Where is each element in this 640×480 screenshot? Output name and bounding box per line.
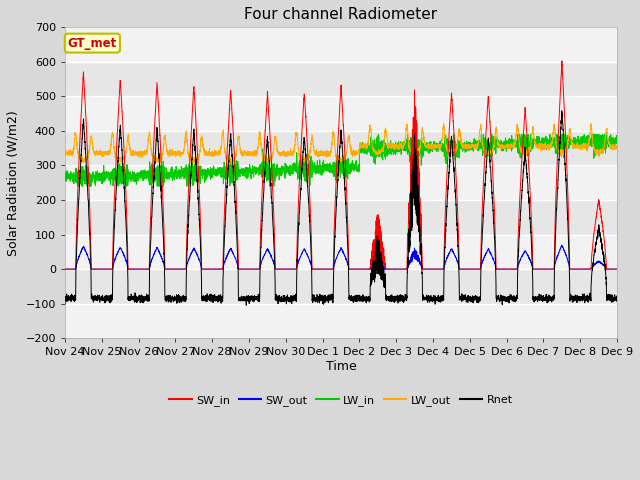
Rnet bbox=[61, 301, 69, 307]
LW_in bbox=[497, 143, 504, 149]
Line: Rnet: Rnet bbox=[65, 111, 617, 305]
SW_out bbox=[61, 266, 69, 272]
LW_out bbox=[61, 150, 69, 156]
Line: SW_in: SW_in bbox=[65, 61, 617, 269]
LW_in bbox=[374, 132, 382, 137]
SW_in bbox=[613, 266, 621, 272]
SW_out bbox=[613, 266, 621, 272]
Rnet bbox=[161, 259, 168, 265]
LW_out bbox=[612, 146, 620, 152]
LW_in bbox=[613, 141, 621, 146]
Line: LW_out: LW_out bbox=[65, 124, 617, 163]
SW_in bbox=[61, 266, 69, 272]
Rnet bbox=[321, 297, 328, 303]
Title: Four channel Radiometer: Four channel Radiometer bbox=[244, 7, 438, 22]
Bar bbox=[65, 27, 617, 62]
SW_out bbox=[321, 266, 328, 272]
Bar bbox=[65, 166, 617, 200]
Bar bbox=[65, 96, 617, 131]
LW_in bbox=[435, 142, 442, 148]
Rnet bbox=[613, 296, 621, 302]
Bar bbox=[65, 235, 617, 269]
LW_in bbox=[465, 145, 473, 151]
SW_in bbox=[161, 236, 168, 242]
SW_out bbox=[612, 266, 620, 272]
Rnet bbox=[435, 292, 442, 298]
SW_in bbox=[496, 266, 504, 272]
LW_out bbox=[117, 160, 125, 166]
Rnet bbox=[496, 296, 504, 302]
X-axis label: Time: Time bbox=[326, 360, 356, 373]
LW_out bbox=[497, 144, 504, 150]
LW_out bbox=[440, 121, 447, 127]
SW_out bbox=[558, 242, 566, 248]
LW_in bbox=[74, 183, 82, 189]
Rnet bbox=[465, 296, 472, 301]
SW_in bbox=[558, 58, 566, 64]
SW_out bbox=[434, 266, 442, 272]
SW_in bbox=[321, 266, 328, 272]
LW_in bbox=[321, 161, 328, 167]
Legend: SW_in, SW_out, LW_in, LW_out, Rnet: SW_in, SW_out, LW_in, LW_out, Rnet bbox=[165, 391, 517, 410]
LW_out bbox=[435, 144, 442, 149]
SW_out bbox=[161, 263, 168, 269]
Bar bbox=[65, 131, 617, 166]
SW_out bbox=[465, 266, 472, 272]
Bar bbox=[65, 269, 617, 304]
Rnet bbox=[612, 298, 620, 304]
LW_in bbox=[161, 175, 168, 180]
Bar bbox=[65, 200, 617, 235]
SW_in bbox=[465, 266, 472, 272]
Line: LW_in: LW_in bbox=[65, 134, 617, 186]
Bar bbox=[65, 304, 617, 338]
Line: SW_out: SW_out bbox=[65, 245, 617, 269]
LW_out bbox=[161, 136, 168, 142]
Y-axis label: Solar Radiation (W/m2): Solar Radiation (W/m2) bbox=[7, 110, 20, 256]
LW_in bbox=[61, 176, 69, 182]
SW_in bbox=[434, 266, 442, 272]
LW_out bbox=[321, 150, 328, 156]
Rnet bbox=[558, 108, 566, 114]
LW_in bbox=[612, 137, 620, 143]
Text: GT_met: GT_met bbox=[68, 36, 117, 49]
LW_out bbox=[613, 144, 621, 150]
Rnet bbox=[243, 302, 250, 308]
SW_out bbox=[496, 266, 504, 272]
Bar bbox=[65, 62, 617, 96]
LW_out bbox=[465, 141, 473, 147]
SW_in bbox=[612, 266, 620, 272]
